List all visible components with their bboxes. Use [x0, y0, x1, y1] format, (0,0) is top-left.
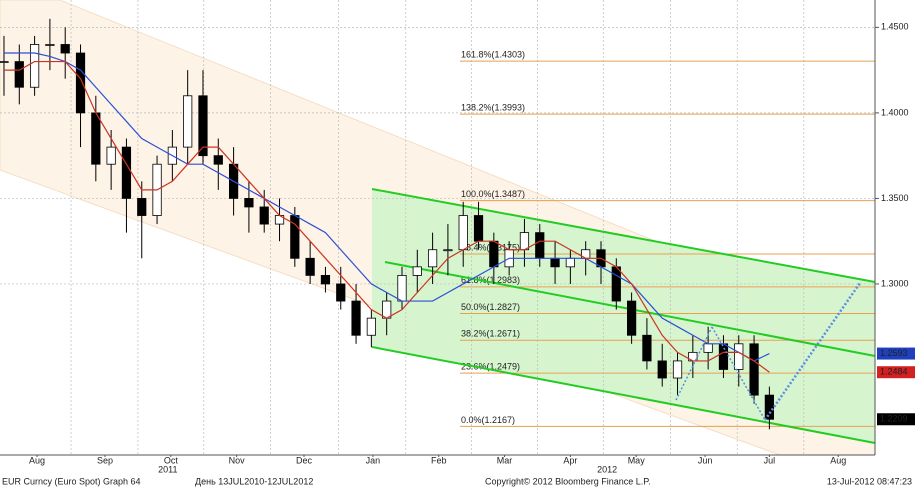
- axes: 1.4500 1.4000 1.3500 1.3000 Aug Sep Oct Nov Dec J…: [29, 22, 915, 474]
- footer-timestamp: 13-Jul-2012 08:47:23: [827, 476, 912, 486]
- x-tick-label: Aug: [29, 455, 45, 465]
- footer-left: EUR Curncy (Euro Spot) Graph 64: [2, 476, 141, 486]
- candle-body: [213, 155, 223, 165]
- candle-body: [382, 300, 392, 319]
- candle-body: [718, 343, 729, 370]
- price-marker: [877, 413, 915, 426]
- candle-body: [137, 198, 147, 216]
- candle-body: [626, 300, 637, 336]
- x-tick-label: Feb: [431, 455, 447, 465]
- candle-body: [14, 61, 24, 88]
- pattern-line: [675, 326, 713, 401]
- fib-label: 161.8%(1.4303): [461, 49, 525, 59]
- moving-average: [3, 60, 770, 373]
- candle-body: [351, 300, 361, 336]
- candle-body: [0, 61, 9, 63]
- footer-copyright: Copyright© 2012 Bloomberg Finance L.P.: [485, 476, 651, 486]
- candle-body: [443, 249, 453, 252]
- candle-body: [764, 394, 774, 420]
- candle-body: [336, 283, 346, 302]
- year-label: 2012: [597, 464, 617, 474]
- price-marker-label: 1.2484: [880, 367, 908, 377]
- candle-body: [244, 198, 254, 208]
- x-tick-label: Jul: [764, 455, 776, 465]
- candle-body: [642, 334, 652, 362]
- channel-lower: [371, 346, 876, 444]
- candle-body: [657, 360, 667, 379]
- x-tick-label: Apr: [563, 455, 577, 465]
- candle-body: [91, 112, 101, 165]
- price-marker: [877, 366, 915, 379]
- fib-label: 138.2%(1.3993): [461, 102, 525, 112]
- candle-body: [29, 44, 40, 88]
- candle-body: [672, 360, 683, 379]
- pattern-line: [711, 326, 766, 421]
- candle-body: [121, 146, 132, 199]
- candle-body: [106, 146, 116, 165]
- candle-body: [198, 95, 208, 157]
- candle-body: [565, 257, 575, 268]
- x-tick-label: Dec: [296, 455, 313, 465]
- x-tick-label: Sep: [97, 455, 113, 465]
- channel-upper: [371, 188, 876, 283]
- candle-body: [60, 44, 70, 54]
- x-tick-label: Nov: [229, 455, 246, 465]
- candle-body: [259, 206, 269, 225]
- candle-body: [489, 240, 499, 268]
- candle-body: [45, 44, 55, 46]
- y-tick-label: 1.3000: [881, 278, 909, 288]
- candle-body: [519, 232, 530, 251]
- candle-body: [366, 317, 376, 336]
- plot: [0, 18, 774, 430]
- y-tick-label: 1.4500: [881, 22, 909, 32]
- candle-body: [703, 343, 713, 353]
- candle-body: [611, 266, 621, 302]
- year-label: 2011: [158, 464, 177, 474]
- fib-label: 50.0%(1.2827): [461, 302, 520, 312]
- y-tick-label: 1.3500: [881, 193, 909, 203]
- price-marker-label: 1.2209: [880, 414, 908, 424]
- fib-label: 100.0%(1.3487): [461, 189, 525, 199]
- price-marker-label: 1.2593: [880, 348, 908, 358]
- candle-body: [427, 249, 438, 268]
- candle-body: [412, 266, 422, 276]
- footer-range: День 13JUL2010-12JUL2012: [195, 476, 313, 486]
- x-tick-label: Jun: [698, 455, 713, 465]
- candle-body: [397, 274, 407, 302]
- candle-body: [183, 95, 193, 148]
- x-tick-label: Oct: [164, 455, 179, 465]
- candle-body: [749, 343, 759, 396]
- candle-body: [734, 343, 744, 370]
- x-tick-label: Jan: [366, 455, 381, 465]
- price-marker: [877, 347, 915, 360]
- y-tick-label: 1.4000: [881, 107, 909, 117]
- fib-label: 23.6%(1.2479): [461, 361, 520, 371]
- x-tick-label: Mar: [497, 455, 513, 465]
- candle-body: [320, 274, 331, 285]
- fib-label: 38.2%(1.2671): [461, 329, 520, 339]
- candle-body: [550, 257, 560, 268]
- fib-label: 0.0%(1.2167): [461, 415, 515, 425]
- candle-body: [535, 232, 545, 259]
- candle-body: [473, 215, 484, 242]
- moving-average: [3, 52, 770, 362]
- candle-body: [75, 52, 86, 114]
- fib-levels: 161.8%(1.4303) 138.2%(1.3993) 100.0%(1.348…: [460, 49, 875, 427]
- candle-body: [305, 257, 315, 276]
- candle-body: [458, 215, 468, 251]
- x-tick-label: May: [628, 455, 646, 465]
- fib-label: 61.8%(1.2983): [461, 275, 520, 285]
- x-tick-label: Aug: [830, 455, 846, 465]
